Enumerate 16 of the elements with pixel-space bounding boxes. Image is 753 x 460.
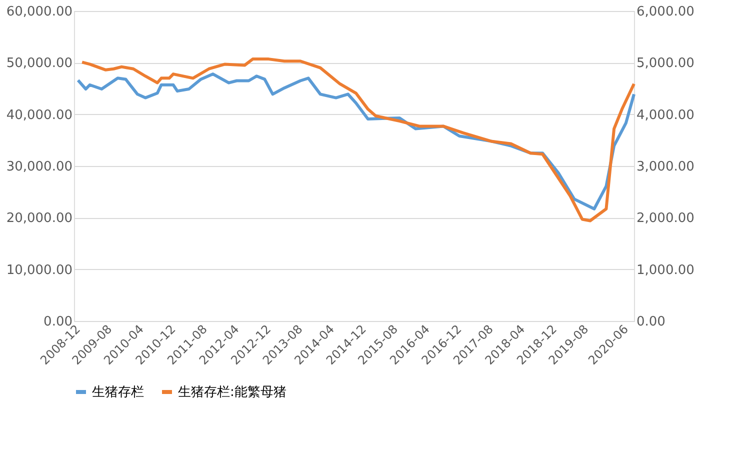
y2-tick-label: 4,000.00 [636, 108, 694, 123]
y-tick-label: 30,000.00 [6, 160, 72, 174]
y-tick-label: 60,000.00 [6, 4, 72, 20]
y2-tick-label: 5,000.00 [636, 56, 694, 72]
y2-tick-label: 3,000.00 [636, 160, 694, 174]
y2-tick-label: 6,000.00 [636, 4, 694, 20]
legend-label: 生猪存栏 [92, 385, 144, 400]
y-tick-label: 50,000.00 [6, 56, 72, 72]
legend-label: 生猪存栏:能繁母猪 [178, 385, 286, 400]
y-tick-label: 40,000.00 [6, 108, 72, 123]
y-tick-label: 10,000.00 [6, 262, 72, 278]
y2-tick-label: 1,000.00 [636, 262, 694, 278]
y2-tick-label: 0.00 [636, 314, 666, 330]
line-series [80, 58, 636, 222]
y-tick-label: 20,000.00 [6, 211, 72, 226]
y2-tick-label: 2,000.00 [636, 211, 694, 226]
